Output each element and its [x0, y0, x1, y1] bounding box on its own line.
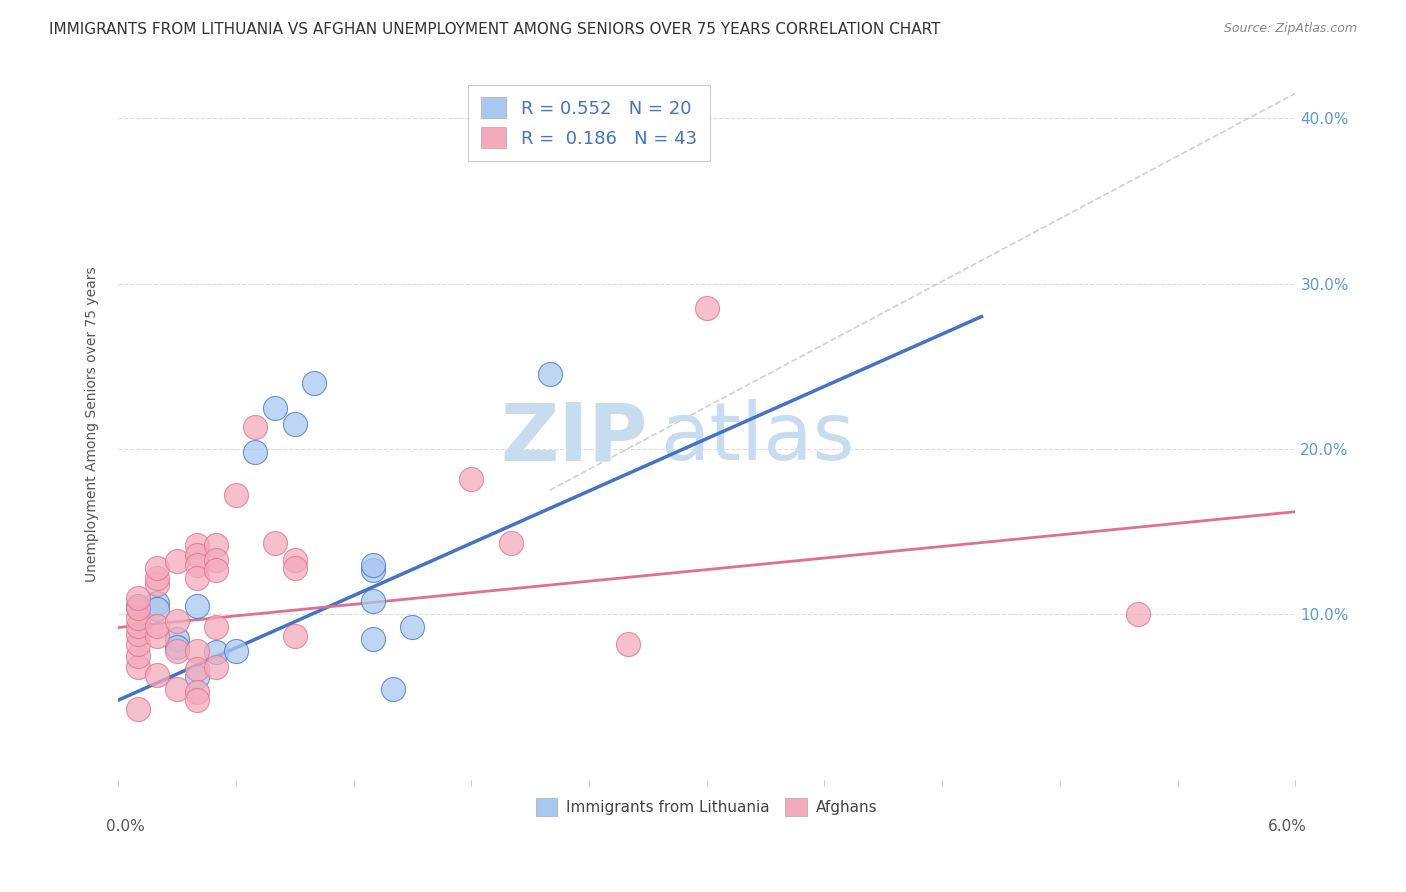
- Point: [284, 552, 307, 566]
- Text: 6.0%: 6.0%: [1268, 819, 1308, 834]
- Point: [186, 685, 208, 699]
- Point: [225, 488, 247, 502]
- Point: [166, 554, 188, 568]
- Point: [127, 637, 149, 651]
- Point: [1128, 607, 1150, 622]
- Text: 0.0%: 0.0%: [107, 819, 145, 834]
- Point: [127, 627, 149, 641]
- Point: [186, 558, 208, 572]
- Point: [361, 632, 384, 646]
- Point: [186, 548, 208, 562]
- Point: [284, 417, 307, 431]
- Point: [361, 563, 384, 577]
- Point: [264, 536, 287, 550]
- Point: [186, 643, 208, 657]
- Point: [225, 643, 247, 657]
- Point: [186, 571, 208, 585]
- Point: [166, 681, 188, 696]
- Point: [186, 538, 208, 552]
- Point: [538, 368, 561, 382]
- Point: [245, 445, 267, 459]
- Point: [284, 629, 307, 643]
- Point: [361, 594, 384, 608]
- Point: [166, 640, 188, 655]
- Point: [146, 596, 169, 610]
- Point: [127, 591, 149, 605]
- Point: [166, 643, 188, 657]
- Text: atlas: atlas: [659, 400, 853, 477]
- Point: [186, 599, 208, 613]
- Point: [264, 401, 287, 415]
- Point: [205, 645, 228, 659]
- Point: [146, 629, 169, 643]
- Point: [381, 681, 404, 696]
- Point: [617, 637, 640, 651]
- Point: [205, 552, 228, 566]
- Text: ZIP: ZIP: [501, 400, 648, 477]
- Point: [127, 600, 149, 615]
- Point: [127, 610, 149, 624]
- Point: [186, 670, 208, 684]
- Text: Source: ZipAtlas.com: Source: ZipAtlas.com: [1223, 22, 1357, 36]
- Point: [205, 660, 228, 674]
- Point: [284, 561, 307, 575]
- Point: [146, 619, 169, 633]
- Point: [127, 619, 149, 633]
- Text: IMMIGRANTS FROM LITHUANIA VS AFGHAN UNEMPLOYMENT AMONG SENIORS OVER 75 YEARS COR: IMMIGRANTS FROM LITHUANIA VS AFGHAN UNEM…: [49, 22, 941, 37]
- Point: [361, 558, 384, 572]
- Point: [696, 301, 718, 316]
- Point: [499, 536, 522, 550]
- Legend: Immigrants from Lithuania, Afghans: Immigrants from Lithuania, Afghans: [530, 792, 884, 822]
- Y-axis label: Unemployment Among Seniors over 75 years: Unemployment Among Seniors over 75 years: [86, 266, 100, 582]
- Point: [186, 662, 208, 676]
- Point: [460, 472, 482, 486]
- Point: [146, 602, 169, 616]
- Point: [146, 561, 169, 575]
- Point: [245, 420, 267, 434]
- Point: [127, 701, 149, 715]
- Point: [205, 538, 228, 552]
- Point: [205, 620, 228, 634]
- Point: [401, 620, 423, 634]
- Point: [205, 563, 228, 577]
- Point: [146, 577, 169, 591]
- Point: [186, 693, 208, 707]
- Point: [127, 599, 149, 613]
- Point: [304, 376, 326, 390]
- Point: [146, 571, 169, 585]
- Point: [146, 668, 169, 682]
- Point: [127, 648, 149, 663]
- Point: [166, 632, 188, 646]
- Point: [127, 660, 149, 674]
- Point: [166, 614, 188, 628]
